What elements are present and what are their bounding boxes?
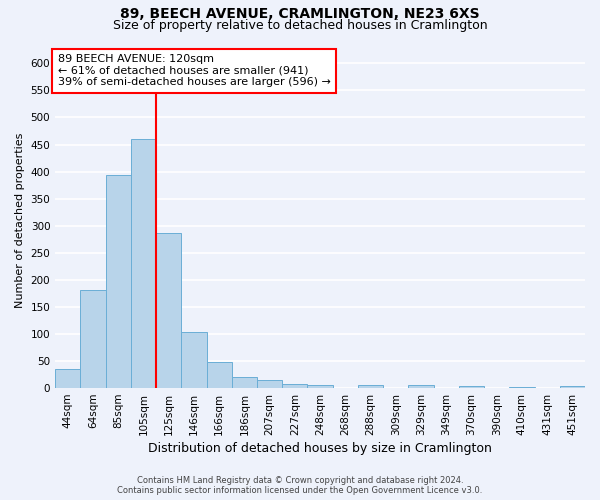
Text: Size of property relative to detached houses in Cramlington: Size of property relative to detached ho… [113, 18, 487, 32]
Bar [560, 386, 585, 388]
Bar [156, 232, 181, 388]
Bar [459, 386, 484, 388]
Y-axis label: Number of detached properties: Number of detached properties [15, 132, 25, 308]
X-axis label: Distribution of detached houses by size in Cramlington: Distribution of detached houses by size … [148, 442, 492, 455]
Bar [80, 290, 106, 388]
Bar [131, 139, 156, 388]
Bar [282, 384, 307, 388]
Bar [307, 386, 332, 388]
Bar [232, 377, 257, 388]
Bar [358, 386, 383, 388]
Text: 89 BEECH AVENUE: 120sqm
← 61% of detached houses are smaller (941)
39% of semi-d: 89 BEECH AVENUE: 120sqm ← 61% of detache… [58, 54, 331, 88]
Bar [206, 362, 232, 388]
Bar [409, 385, 434, 388]
Bar [509, 387, 535, 388]
Text: 89, BEECH AVENUE, CRAMLINGTON, NE23 6XS: 89, BEECH AVENUE, CRAMLINGTON, NE23 6XS [120, 8, 480, 22]
Bar [257, 380, 282, 388]
Bar [106, 175, 131, 388]
Bar [55, 369, 80, 388]
Text: Contains HM Land Registry data © Crown copyright and database right 2024.
Contai: Contains HM Land Registry data © Crown c… [118, 476, 482, 495]
Bar [181, 332, 206, 388]
